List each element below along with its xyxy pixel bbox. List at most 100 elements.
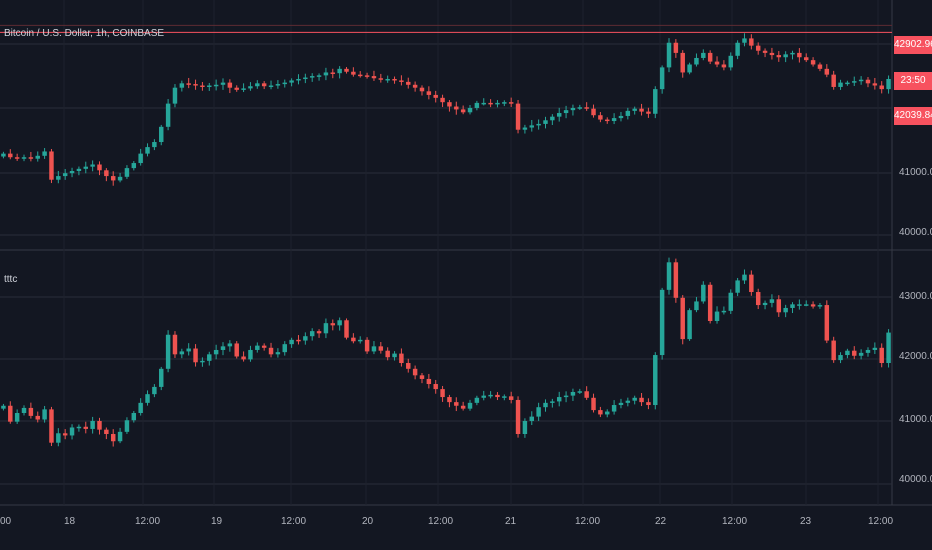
indicator-candle-body	[419, 375, 425, 379]
indicator-candle-body	[454, 402, 459, 406]
candle-body	[399, 80, 404, 82]
candle-body	[200, 85, 205, 88]
indicator-candle-body	[76, 426, 82, 429]
time-axis-label: 21	[505, 516, 517, 527]
indicator-candle-body	[783, 307, 788, 313]
time-axis-label: 12:00	[722, 516, 748, 527]
indicator-candle-body	[62, 433, 68, 436]
indicator-candle-body	[131, 412, 137, 421]
candle-body	[83, 166, 88, 169]
indicator-candle-body	[234, 343, 239, 357]
candle-body	[207, 85, 212, 88]
indicator-candle-body	[220, 346, 226, 350]
indicator-candle-body	[776, 299, 782, 313]
candle-body	[227, 82, 233, 88]
symbol-label[interactable]: Bitcoin / U.S. Dollar, 1h, COINBASE	[4, 28, 165, 39]
indicator-candle-body	[323, 323, 329, 334]
candle-body	[474, 102, 480, 108]
indicator-candle-body	[550, 401, 555, 403]
indicator-candle-body	[248, 349, 253, 360]
candle-body	[556, 113, 562, 117]
indicator-candle-body	[282, 344, 287, 353]
candle-body	[193, 84, 198, 86]
indicator-candle-body	[268, 347, 274, 355]
indicator-candle-body	[666, 262, 672, 290]
indicator-candle-body	[241, 356, 246, 360]
candle-body	[110, 176, 116, 181]
time-axis-label: 20	[362, 516, 374, 527]
indicator-candle-body	[412, 368, 418, 376]
candle-body	[666, 42, 672, 68]
indicator-candle-body	[90, 420, 95, 429]
candle-body	[591, 108, 596, 116]
time-axis-label: 12:00	[575, 516, 601, 527]
candle-body	[213, 84, 219, 87]
indicator-candle-body	[460, 405, 466, 409]
candle-body	[694, 57, 699, 65]
candle-body	[701, 52, 706, 58]
indicator-candle-body	[426, 378, 432, 385]
candle-body	[707, 52, 713, 62]
indicator-candle-body	[213, 349, 219, 355]
indicator-candle-body	[584, 391, 589, 398]
indicator-candle-body	[193, 348, 198, 363]
indicator-candle-body	[742, 274, 747, 281]
indicator-candle-body	[646, 402, 651, 406]
indicator-candle-body	[577, 391, 583, 393]
indicator-candle-body	[440, 389, 445, 398]
candle-body	[138, 153, 143, 164]
candle-body	[742, 38, 747, 43]
candle-body	[831, 74, 836, 87]
time-axis-label: 00	[0, 516, 12, 527]
candle-body	[309, 76, 315, 78]
candle-body	[323, 72, 329, 76]
candle-body	[268, 85, 274, 88]
candle-body	[371, 76, 377, 79]
candle-body	[810, 60, 816, 65]
indicator-candle-body	[694, 301, 699, 311]
candle-body	[824, 68, 830, 75]
indicator-candle-body	[303, 336, 308, 341]
indicator-candle-body	[735, 280, 740, 293]
candle-body	[817, 64, 823, 69]
candle-body	[1, 153, 6, 157]
candle-body	[14, 157, 20, 159]
indicator-candle-body	[337, 320, 342, 326]
indicator-candle-body	[296, 339, 301, 342]
indicator-candle-body	[591, 397, 596, 411]
candle-body	[364, 75, 370, 77]
candle-body	[426, 91, 432, 95]
candle-body	[563, 110, 569, 114]
candle-body	[804, 57, 809, 61]
candle-body	[131, 163, 137, 169]
candle-body	[687, 64, 692, 73]
indicator-candle-body	[707, 284, 713, 321]
candle-body	[570, 107, 576, 111]
time-axis-label: 12:00	[135, 516, 161, 527]
indicator-candle-body	[481, 395, 486, 398]
indicator-candle-body	[790, 304, 795, 308]
indicator-candle-body	[392, 353, 397, 358]
indicator-candle-body	[255, 345, 260, 350]
candle-body	[605, 119, 610, 122]
candle-body	[680, 52, 685, 73]
indicator-label[interactable]: tttc	[4, 274, 18, 285]
indicator-candle-body	[845, 350, 850, 356]
indicator-candle-body	[83, 426, 88, 429]
indicator-candle-body	[159, 368, 164, 387]
time-axis-label: 12:00	[281, 516, 307, 527]
candle-body	[646, 111, 651, 114]
indicator-candle-body	[632, 397, 637, 401]
indicator-candle-body	[563, 395, 569, 398]
candle-body	[62, 173, 68, 177]
indicator-candle-body	[598, 410, 603, 415]
indicator-candle-body	[831, 340, 836, 361]
indicator-candle-body	[42, 409, 47, 420]
indicator-candle-body	[447, 397, 452, 403]
candle-body	[289, 80, 294, 83]
time-axis-label: 22	[655, 516, 667, 527]
candle-body	[172, 87, 178, 104]
indicator-candle-body	[8, 405, 13, 422]
